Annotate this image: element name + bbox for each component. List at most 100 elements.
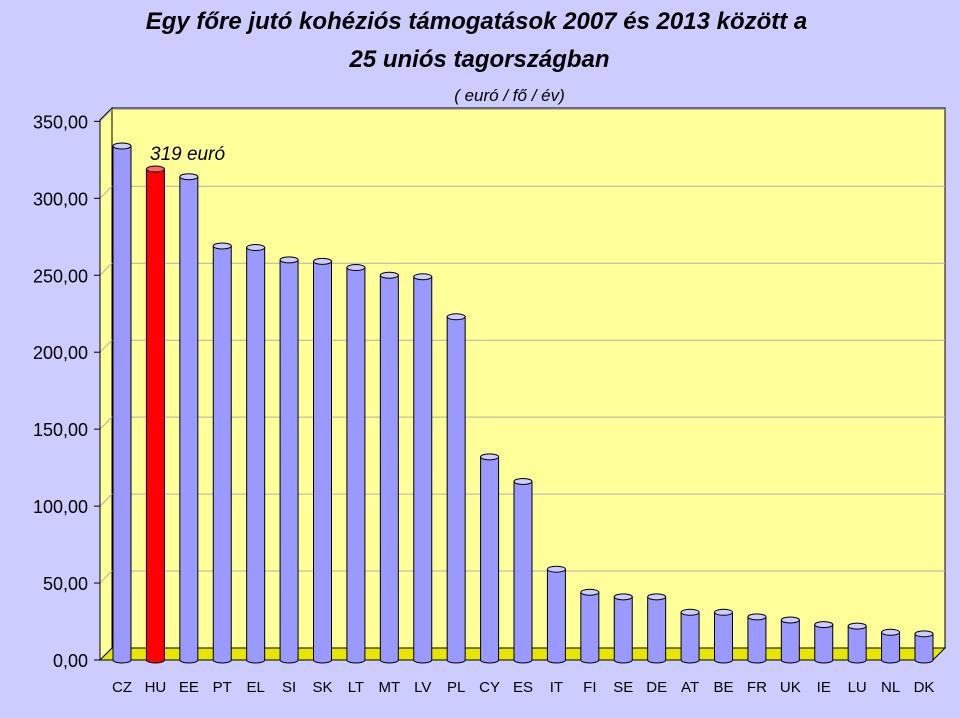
bar-body — [881, 631, 901, 664]
x-tick-label-FI: FI — [583, 679, 596, 696]
bar-top — [914, 630, 934, 638]
x-tick-label-UK: UK — [780, 679, 801, 696]
bar-EL — [246, 244, 266, 664]
bar-body — [279, 259, 299, 664]
bar-body — [379, 274, 399, 664]
bar-SI — [279, 256, 299, 664]
y-tick-label: 50,00 — [43, 574, 88, 594]
bar-top — [179, 173, 199, 181]
bar-SK — [313, 257, 332, 664]
bar-MT — [379, 271, 399, 664]
bar-body — [714, 611, 733, 664]
bar-LV — [413, 273, 433, 664]
x-tick-label-NL: NL — [881, 679, 900, 696]
bar-body — [246, 247, 266, 664]
x-tick-label-IT: IT — [550, 679, 563, 696]
bar-top — [346, 264, 366, 272]
bar-SE — [613, 593, 633, 664]
annotation-label: 319 euró — [150, 144, 225, 165]
x-tick-label-CZ: CZ — [112, 679, 132, 696]
plot-area-side-wall — [99, 106, 113, 662]
y-tick-label: 300,00 — [33, 189, 88, 209]
bar-UK — [780, 616, 800, 664]
bar-DK — [914, 630, 934, 664]
bar-top — [580, 588, 600, 596]
bar-top — [279, 256, 299, 264]
chart-title-line-1: Egy főre jutó kohéziós támogatások 2007 … — [145, 8, 808, 35]
bar-top — [112, 142, 132, 150]
bar-PT — [212, 242, 232, 664]
x-tick-label-LV: LV — [414, 679, 431, 696]
x-tick-label-IE: IE — [817, 679, 831, 696]
bar-top — [847, 622, 867, 630]
x-tick-label-EL: EL — [246, 679, 264, 696]
bar-top — [747, 613, 767, 621]
x-tick-label-PL: PL — [447, 679, 465, 696]
y-gridline — [99, 416, 945, 430]
x-tick-label-CY: CY — [479, 679, 500, 696]
x-tick-label-BE: BE — [713, 679, 733, 696]
x-tick-label-HU: HU — [145, 679, 167, 696]
x-tick-label-SK: SK — [312, 679, 332, 696]
y-gridline — [99, 339, 945, 353]
bar-body — [780, 619, 800, 664]
bar-AT — [680, 608, 700, 664]
y-gridline — [99, 108, 945, 122]
bar-body — [613, 596, 633, 664]
x-tick-label-DK: DK — [914, 679, 935, 696]
bar-top — [246, 244, 266, 252]
x-tick-label-PT: PT — [213, 679, 232, 696]
y-gridline — [99, 262, 945, 276]
bar-top — [413, 273, 433, 281]
y-gridline — [99, 493, 945, 507]
y-tick-label: 100,00 — [33, 497, 88, 517]
plot-area-back-wall — [111, 107, 946, 649]
x-tick-label-EE: EE — [179, 679, 199, 696]
plot-area-floor — [98, 647, 947, 661]
bar-EE — [179, 173, 199, 664]
x-tick-label-FR: FR — [747, 679, 767, 696]
y-tick-label: 350,00 — [33, 112, 88, 132]
bar-ES — [513, 477, 533, 664]
bar-top — [513, 477, 533, 485]
bar-body — [747, 616, 767, 664]
bar-top — [881, 628, 901, 636]
bar-top — [313, 257, 332, 265]
bar-body — [847, 625, 867, 664]
x-tick-label-ES: ES — [513, 679, 533, 696]
bar-body — [212, 245, 232, 664]
x-tick-label-SE: SE — [613, 679, 633, 696]
bar-IE — [814, 621, 834, 664]
y-tick-label: 0,00 — [53, 651, 88, 671]
bar-CZ — [112, 142, 132, 664]
bar-FI — [580, 588, 600, 664]
bar-LU — [847, 622, 867, 664]
y-gridline — [99, 570, 945, 584]
bar-body — [413, 276, 433, 664]
y-tick-label: 200,00 — [33, 343, 88, 363]
bar-IT — [546, 565, 566, 664]
bar-body — [647, 596, 667, 664]
bar-NL — [881, 628, 901, 664]
bar-top — [780, 616, 800, 624]
x-tick-label-SI: SI — [282, 679, 296, 696]
bar-body — [480, 456, 500, 664]
bar-top — [480, 453, 500, 461]
bar-top — [714, 608, 733, 616]
bar-top — [446, 313, 466, 321]
bar-body — [513, 480, 533, 664]
chart-title-line-2: 25 uniós tagországban — [349, 46, 610, 73]
bar-top — [613, 593, 633, 601]
bar-PL — [446, 313, 466, 664]
bar-top — [647, 593, 667, 601]
bar-LT — [346, 264, 366, 664]
bar-body — [313, 260, 332, 664]
bar-BE — [714, 608, 733, 664]
bar-body — [446, 316, 466, 664]
bar-body — [814, 624, 834, 664]
x-tick-label-LT: LT — [348, 679, 364, 696]
bar-CY — [480, 453, 500, 664]
bar-body — [145, 168, 165, 664]
